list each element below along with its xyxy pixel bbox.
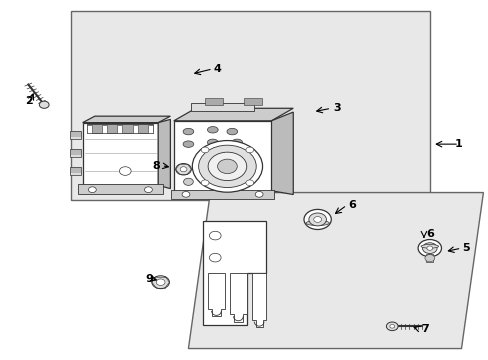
Ellipse shape xyxy=(231,139,242,145)
Circle shape xyxy=(152,276,169,289)
Bar xyxy=(148,126,153,133)
Bar xyxy=(173,121,271,191)
Circle shape xyxy=(183,178,193,185)
Polygon shape xyxy=(188,193,483,348)
Bar xyxy=(102,126,107,133)
Circle shape xyxy=(389,324,394,328)
Bar xyxy=(205,98,222,105)
Text: 6: 6 xyxy=(347,200,355,210)
Text: 3: 3 xyxy=(333,103,340,113)
Polygon shape xyxy=(229,273,246,321)
Circle shape xyxy=(201,147,208,153)
Bar xyxy=(244,98,261,105)
Circle shape xyxy=(144,187,152,193)
Circle shape xyxy=(175,163,191,175)
Circle shape xyxy=(255,192,263,197)
Text: 2: 2 xyxy=(25,96,33,106)
Bar xyxy=(117,126,122,133)
Circle shape xyxy=(180,167,186,172)
Circle shape xyxy=(304,210,330,229)
Ellipse shape xyxy=(305,221,329,226)
Bar xyxy=(426,254,432,262)
Ellipse shape xyxy=(207,127,218,133)
Ellipse shape xyxy=(183,129,193,135)
Text: 4: 4 xyxy=(213,64,221,74)
Text: 8: 8 xyxy=(153,161,160,171)
Circle shape xyxy=(422,243,436,253)
Bar xyxy=(132,126,137,133)
Bar xyxy=(171,190,273,199)
Ellipse shape xyxy=(420,244,438,248)
Polygon shape xyxy=(158,120,170,189)
Bar xyxy=(70,149,81,157)
Ellipse shape xyxy=(226,129,237,135)
Text: 5: 5 xyxy=(462,243,469,253)
Polygon shape xyxy=(251,273,266,327)
Circle shape xyxy=(426,246,432,250)
Circle shape xyxy=(39,101,49,108)
Bar xyxy=(70,131,81,139)
Circle shape xyxy=(386,322,397,330)
Text: 9: 9 xyxy=(145,274,153,284)
Bar xyxy=(78,184,163,194)
Polygon shape xyxy=(82,116,170,123)
Text: 7: 7 xyxy=(420,324,428,334)
Circle shape xyxy=(192,140,262,192)
Bar xyxy=(82,123,158,185)
Circle shape xyxy=(182,192,189,197)
Text: 1: 1 xyxy=(454,139,462,149)
Text: 6: 6 xyxy=(425,229,433,239)
Circle shape xyxy=(119,167,131,175)
Bar xyxy=(87,125,153,134)
Circle shape xyxy=(209,253,221,262)
Circle shape xyxy=(417,239,441,257)
Bar xyxy=(71,12,429,200)
Polygon shape xyxy=(271,112,293,194)
Ellipse shape xyxy=(183,141,193,147)
Bar xyxy=(190,103,254,111)
Circle shape xyxy=(424,255,434,262)
Bar xyxy=(87,126,92,133)
Circle shape xyxy=(209,231,221,240)
Circle shape xyxy=(245,180,253,186)
Circle shape xyxy=(245,147,253,153)
Circle shape xyxy=(198,145,256,188)
Circle shape xyxy=(217,159,237,174)
Circle shape xyxy=(208,152,246,181)
Circle shape xyxy=(201,180,208,186)
Circle shape xyxy=(156,279,164,285)
Polygon shape xyxy=(173,108,293,121)
Polygon shape xyxy=(203,221,266,325)
Polygon shape xyxy=(207,273,224,316)
Circle shape xyxy=(308,213,326,226)
Ellipse shape xyxy=(207,139,218,145)
Circle shape xyxy=(88,187,96,193)
Circle shape xyxy=(313,217,321,222)
Bar xyxy=(70,167,81,175)
